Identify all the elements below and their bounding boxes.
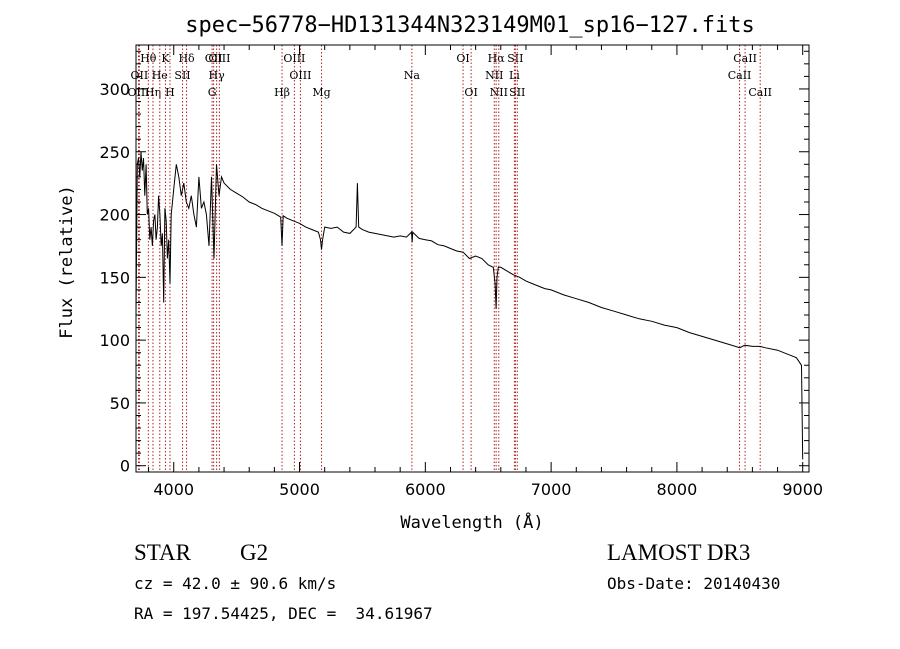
y-tick-label: 150 [99,268,130,287]
x-tick-label: 5000 [279,480,320,499]
line-label: H [165,86,175,99]
line-label: He [152,69,168,82]
x-tick-label: 9000 [782,480,823,499]
survey-label: LAMOST DR3 [607,540,751,565]
line-label: OII [205,52,223,65]
line-label: Hη [145,86,161,99]
y-tick-label: 100 [99,331,130,350]
line-label: Hγ [209,69,226,82]
line-label: Hθ [140,52,157,65]
obs-date-label: Obs-Date: 20140430 [607,574,781,593]
line-label: OIII [283,52,305,65]
line-label: OII [131,69,149,82]
x-tick-label: 8000 [657,480,698,499]
line-label: K [161,52,170,65]
line-label: CaII [748,86,772,99]
line-label: OIII [208,52,230,65]
line-label: SII [174,69,190,82]
line-label: CaII [728,69,752,82]
spectrum-line [135,151,804,460]
line-label: OI [456,52,469,65]
x-tick-label: 4000 [153,480,194,499]
line-label: Hα [488,52,506,65]
line-label: SII [507,52,523,65]
x-tick-label: 6000 [405,480,446,499]
object-subclass: G2 [240,540,269,565]
y-tick-label: 300 [99,80,130,99]
spectrum-chart: spec−56778−HD131344N323149M01_sp16−127.f… [57,13,823,533]
y-tick-label: 200 [99,206,130,225]
line-label: Li [509,69,520,82]
chart-title: spec−56778−HD131344N323149M01_sp16−127.f… [185,13,755,38]
line-label: CaII [733,52,757,65]
y-tick-label: 0 [120,457,130,476]
line-label: G [208,86,217,99]
line-label: OI [464,86,477,99]
x-tick-label: 7000 [531,480,572,499]
y-tick-label: 250 [99,143,130,162]
redshift-label: cz = 42.0 ± 90.6 km/s [134,574,337,593]
coordinates-label: RA = 197.54425, DEC = 34.61967 [134,604,433,623]
line-label: OIII [289,69,311,82]
y-axis-label: Flux (relative) [57,185,77,339]
line-label: NII [485,69,503,82]
line-label: Na [404,69,421,82]
object-class: STAR [134,540,191,565]
plot-frame [135,44,810,473]
line-label: SII [509,86,525,99]
line-label: Hβ [274,86,290,99]
y-tick-label: 50 [110,394,130,413]
line-label: Hδ [178,52,195,65]
line-label: Mg [312,86,330,99]
x-axis-label: Wavelength (Å) [400,511,543,533]
line-label: NII [490,86,508,99]
